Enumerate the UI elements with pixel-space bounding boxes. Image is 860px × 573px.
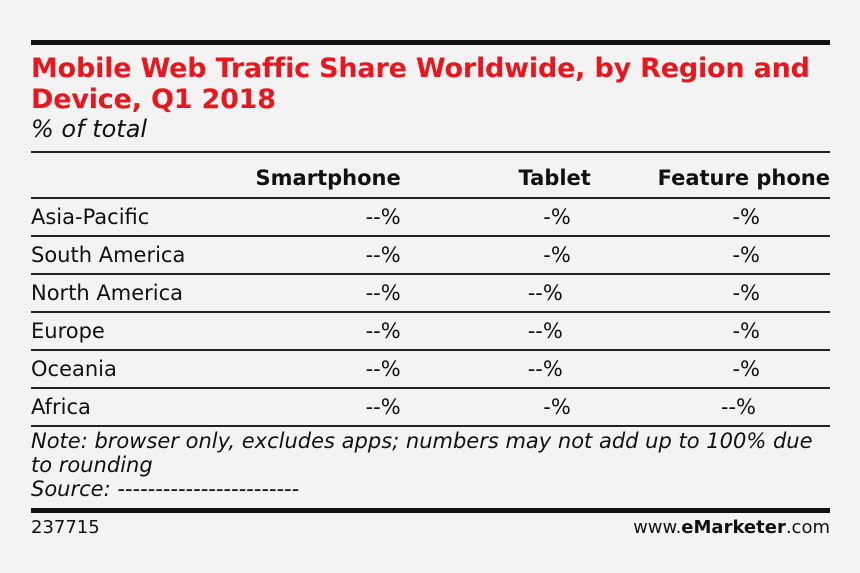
region-cell: Europe [31,311,236,350]
source-line: Source: ------------------------ [31,477,300,501]
table-header-row: Smartphone Tablet Feature phone [31,159,830,198]
column-header-region [31,159,235,198]
column-header-tablet: Tablet [518,166,591,190]
table-row: Asia-Pacific --% -% -% [31,197,830,236]
data-table: Smartphone Tablet Feature phone Asia-Pac… [31,159,830,427]
smartphone-cell: --% [235,235,401,274]
table-row: South America --% -% -% [31,235,830,274]
feature-phone-cell: -% [590,273,830,312]
chart-card: Mobile Web Traffic Share Worldwide, by R… [31,40,830,538]
column-header-smartphone: Smartphone [255,166,401,190]
brand-prefix: www. [633,517,682,538]
feature-phone-cell: -% [590,235,830,274]
tablet-cell: --% [400,349,591,388]
smartphone-cell: --% [235,349,401,388]
smartphone-cell: --% [235,197,401,236]
table-row: Oceania --% --% -% [31,349,830,388]
subtitle: % of total [31,115,148,143]
feature-phone-cell: -% [590,197,830,236]
region-cell: Africa [31,387,236,427]
brand-url: www.eMarketer.com [633,517,830,538]
top-rule [31,40,830,45]
feature-phone-cell: --% [590,387,830,427]
smartphone-cell: --% [235,311,401,350]
smartphone-cell: --% [235,387,401,427]
bottom-rule [31,508,830,513]
tablet-cell: --% [400,273,591,312]
brand-suffix: .com [785,517,830,538]
column-header-feature-phone: Feature phone [657,166,830,190]
table-row: Europe --% --% -% [31,311,830,350]
region-cell: Oceania [31,349,236,388]
footer: 237715 www.eMarketer.com [31,517,830,538]
region-cell: South America [31,235,236,274]
smartphone-cell: --% [235,273,401,312]
brand-name: eMarketer [681,517,786,538]
region-cell: Asia-Pacific [31,197,236,236]
region-cell: North America [31,273,236,312]
table-row: Africa --% -% --% [31,387,830,427]
tablet-cell: -% [400,235,591,274]
tablet-cell: -% [400,387,591,427]
header-rule [31,151,830,153]
tablet-cell: --% [400,311,591,350]
feature-phone-cell: -% [590,349,830,388]
chart-id: 237715 [31,517,100,538]
tablet-cell: -% [400,197,591,236]
table-row: North America --% --% -% [31,273,830,312]
page-title: Mobile Web Traffic Share Worldwide, by R… [31,53,810,115]
feature-phone-cell: -% [590,311,830,350]
footnote: Note: browser only, excludes apps; numbe… [31,429,813,477]
